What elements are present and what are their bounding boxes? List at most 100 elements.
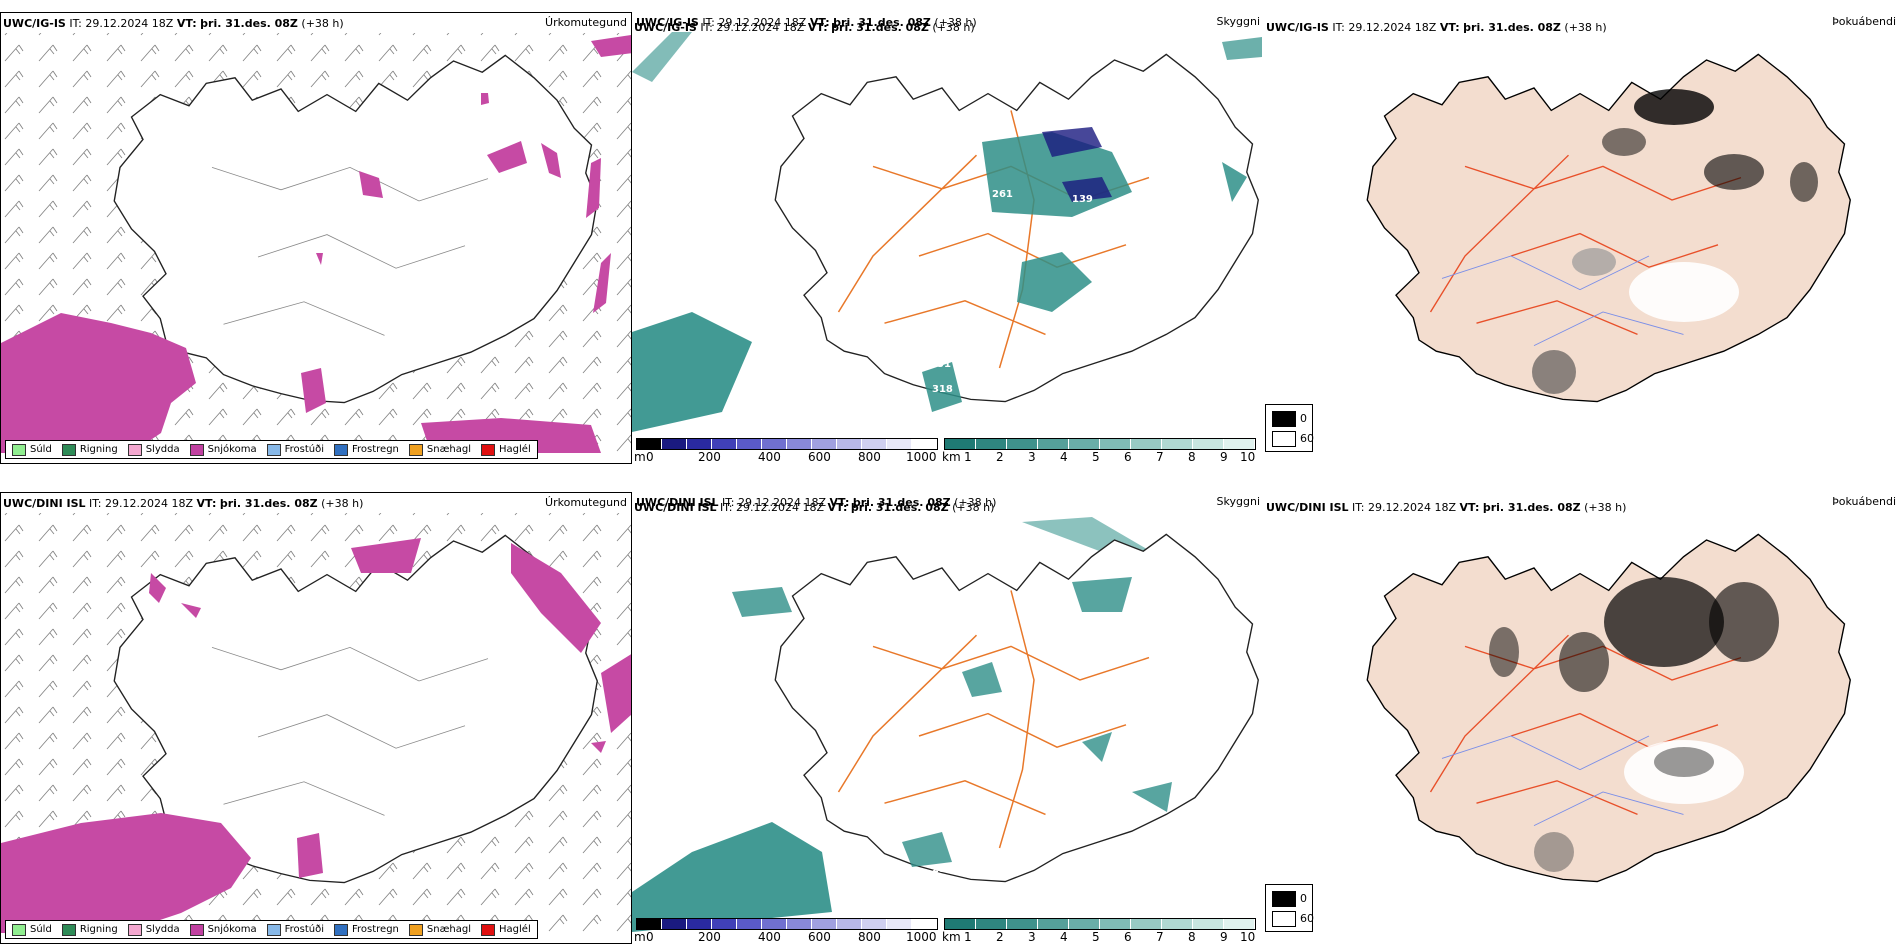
colorbar-tick: 0 (646, 930, 654, 944)
colorbar-tick: 600 (808, 930, 831, 944)
height-value: 318 (932, 384, 953, 395)
variable-label: Úrkomutegund (545, 496, 627, 509)
visibility-colorbar: km 1 2 3 4 5 6 7 8 9 10 (942, 916, 1256, 944)
visibility-map-top: 611 197 261 188 139 62 51 318 (632, 32, 1262, 432)
legend-item: Súld (12, 923, 52, 936)
colorbar-tick: 9 (1220, 930, 1228, 944)
colorbar-tick: 3 (1028, 930, 1036, 944)
colorbar-unit: m (634, 930, 646, 944)
colorbar-tick: 2 (996, 450, 1004, 464)
variable-label: Úrkomutegund (545, 16, 627, 29)
colorbar-swatches (944, 438, 1256, 450)
colorbar-tick: 6 (1124, 450, 1132, 464)
snow-areas-top (1, 35, 631, 453)
colorbar-tick: 4 (1060, 930, 1068, 944)
variable-label: Skyggni (1216, 495, 1260, 508)
legend-item: Snæhagl (408, 443, 471, 456)
fog-map-top (1366, 53, 1851, 403)
variable-label: Þokuábendi (1832, 15, 1896, 28)
height-value: 139 (1072, 194, 1093, 205)
snow-areas-bottom (1, 538, 631, 933)
panel-title: UWC/IG-IS IT: 29.12.2024 18Z VT: þri. 31… (636, 16, 977, 29)
legend-item: Snæhagl (408, 923, 471, 936)
variable-label: Þokuábendi (1832, 495, 1896, 508)
precip-legend: Súld Rigning Slydda Snjókoma Frostúði Fr… (5, 440, 538, 459)
precip-type-map-top (1, 33, 631, 453)
legend-item: Snjókoma (189, 923, 257, 936)
colorbar-tick: 5 (1092, 450, 1100, 464)
legend-item: Haglél (481, 923, 531, 936)
legend-item: Snjókoma (189, 443, 257, 456)
colorbar-tick: 6 (1124, 930, 1132, 944)
fog-areas-top (1532, 89, 1818, 394)
fog-panel-bottom: Þokuábendi 0 60 (1264, 492, 1900, 944)
colorbar-tick: 1 (964, 450, 972, 464)
precip-type-panel-top: UWC/IG-IS IT: 29.12.2024 18Z VT: þri. 31… (0, 12, 632, 464)
colorbar-unit: km (942, 450, 961, 464)
colorbar-tick: 400 (758, 930, 781, 944)
visibility-map-bottom: 255 (632, 517, 1259, 932)
panel-title: UWC/IG-IS IT: 29.12.2024 18Z VT: þri. 31… (634, 21, 975, 34)
colorbar-tick: 5 (1092, 930, 1100, 944)
colorbar-unit: m (634, 450, 646, 464)
colorbar-tick: 8 (1188, 930, 1196, 944)
colorbar-tick: 600 (808, 450, 831, 464)
colorbar-tick: 2 (996, 930, 1004, 944)
height-value: 188 (1172, 166, 1193, 177)
fog-legend: 0 60 (1265, 404, 1314, 452)
legend-item: Súld (12, 443, 52, 456)
fog-legend-low: 60 (1300, 912, 1314, 925)
colorbar-tick: 1 (964, 930, 972, 944)
legend-item: Frostúði (266, 923, 324, 936)
fog-legend-high: 0 (1300, 892, 1307, 905)
colorbar-tick: 1000 (906, 450, 937, 464)
visibility-panel-top: 611 197 261 188 139 62 51 318 Skyggni UW… (632, 12, 1264, 464)
legend-item: Slydda (127, 923, 180, 936)
colorbar-tick: 10 (1240, 450, 1256, 464)
precip-type-panel-bottom: UWC/DINI ISL IT: 29.12.2024 18Z VT: þri.… (0, 492, 632, 944)
fog-legend-low: 60 (1300, 432, 1314, 445)
legend-item: Haglél (481, 443, 531, 456)
precip-type-map-bottom (1, 513, 631, 933)
legend-item: Frostregn (334, 923, 399, 936)
height-value: 62 (1142, 184, 1156, 195)
colorbar-tick: 9 (1220, 450, 1228, 464)
fog-legend-high: 0 (1300, 412, 1307, 425)
legend-item: Frostúði (266, 443, 324, 456)
panel-title: UWC/DINI ISL IT: 29.12.2024 18Z VT: þri.… (3, 497, 364, 510)
height-value: 197 (1127, 159, 1148, 170)
legend-item: Frostregn (334, 443, 399, 456)
colorbar-tick: 7 (1156, 930, 1164, 944)
colorbar-tick: 800 (858, 450, 881, 464)
colorbar-tick: 1000 (906, 930, 937, 944)
panel-title: UWC/IG-IS IT: 29.12.2024 18Z VT: þri. 31… (3, 17, 344, 30)
visibility-colorbar: km 1 2 3 4 5 6 7 8 9 10 (942, 436, 1256, 464)
legend-item: Slydda (127, 443, 180, 456)
height-value: 51 (937, 359, 951, 370)
colorbar-tick: 8 (1188, 450, 1196, 464)
colorbar-tick: 3 (1028, 450, 1036, 464)
colorbar-unit: km (942, 930, 961, 944)
colorbar-tick: 200 (698, 450, 721, 464)
colorbar-tick: 400 (758, 450, 781, 464)
colorbar-swatches (944, 918, 1256, 930)
visibility-panel-bottom: 255 Skyggni UWC/DINI ISL IT: 29.12.2024 … (632, 492, 1264, 944)
height-value: 255 (932, 864, 953, 875)
variable-label: Skyggni (1216, 15, 1260, 28)
height-colorbar: m 0 200 400 600 800 1000 (634, 916, 938, 944)
precip-legend: Súld Rigning Slydda Snjókoma Frostúði Fr… (5, 920, 538, 939)
colorbar-swatches (636, 918, 938, 930)
legend-item: Rigning (61, 443, 118, 456)
fog-legend: 0 60 (1265, 884, 1314, 932)
panel-title: UWC/DINI ISL IT: 29.12.2024 18Z VT: þri.… (634, 501, 995, 514)
colorbar-tick: 0 (646, 450, 654, 464)
panel-title: UWC/DINI ISL IT: 29.12.2024 18Z VT: þri.… (1266, 501, 1627, 514)
height-colorbar: m 0 200 400 600 800 1000 (634, 436, 938, 464)
panel-title: UWC/DINI ISL IT: 29.12.2024 18Z VT: þri.… (636, 496, 997, 509)
colorbar-tick: 200 (698, 930, 721, 944)
fog-panel-top: Þokuábendi 0 60 (1264, 12, 1900, 464)
legend-item: Rigning (61, 923, 118, 936)
colorbar-tick: 800 (858, 930, 881, 944)
height-value: 261 (992, 189, 1013, 200)
fog-map-bottom (1366, 533, 1851, 883)
